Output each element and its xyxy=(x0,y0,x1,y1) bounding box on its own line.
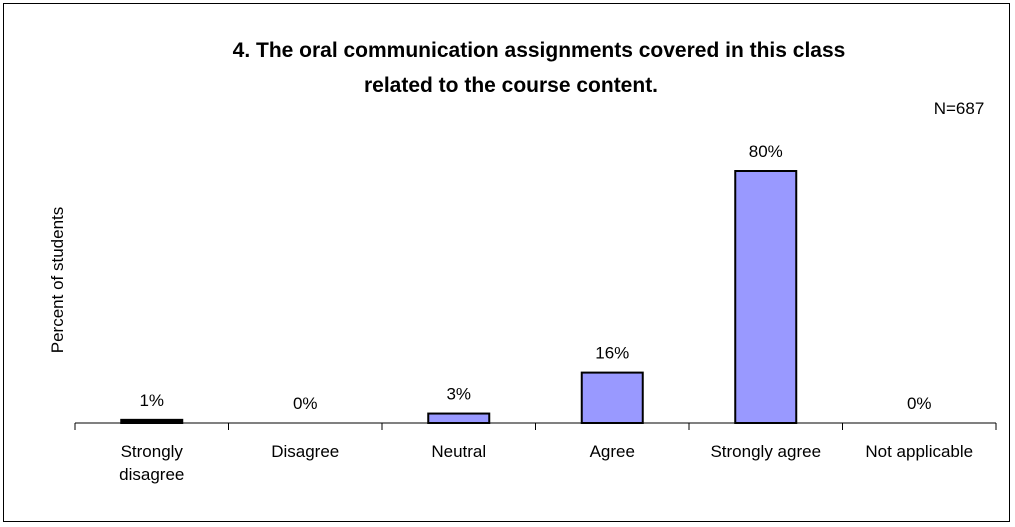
bar-0 xyxy=(120,418,184,425)
x-tick-label: Not applicable xyxy=(865,442,973,461)
y-axis-label: Percent of students xyxy=(48,207,67,353)
value-label: 0% xyxy=(907,394,932,413)
x-tick-label: Strongly xyxy=(121,442,184,461)
bar-3 xyxy=(580,371,644,425)
sample-size-label: N=687 xyxy=(934,99,985,118)
value-label: 1% xyxy=(139,391,164,410)
chart-title-line-1: 4. The oral communication assignments co… xyxy=(233,39,846,62)
x-tick-label: Disagree xyxy=(271,442,339,461)
x-tick-label: disagree xyxy=(119,465,184,484)
x-tick-label: Agree xyxy=(590,442,635,461)
x-tick-label: Neutral xyxy=(431,442,486,461)
value-label: 3% xyxy=(446,385,471,404)
x-tick-label: Strongly agree xyxy=(710,442,821,461)
bar-4 xyxy=(734,170,798,424)
chart-frame: 4. The oral communication assignments co… xyxy=(3,3,1010,522)
value-label: 16% xyxy=(595,344,629,363)
bar-chart: 4. The oral communication assignments co… xyxy=(48,39,997,484)
bar-2 xyxy=(427,412,491,424)
value-label: 80% xyxy=(749,142,783,161)
chart-title-line-2: related to the course content. xyxy=(364,74,658,97)
plot-area: 1% Strongly disagree 0% Disagree 3% Neutral 16%… xyxy=(74,142,997,484)
value-label: 0% xyxy=(293,394,318,413)
